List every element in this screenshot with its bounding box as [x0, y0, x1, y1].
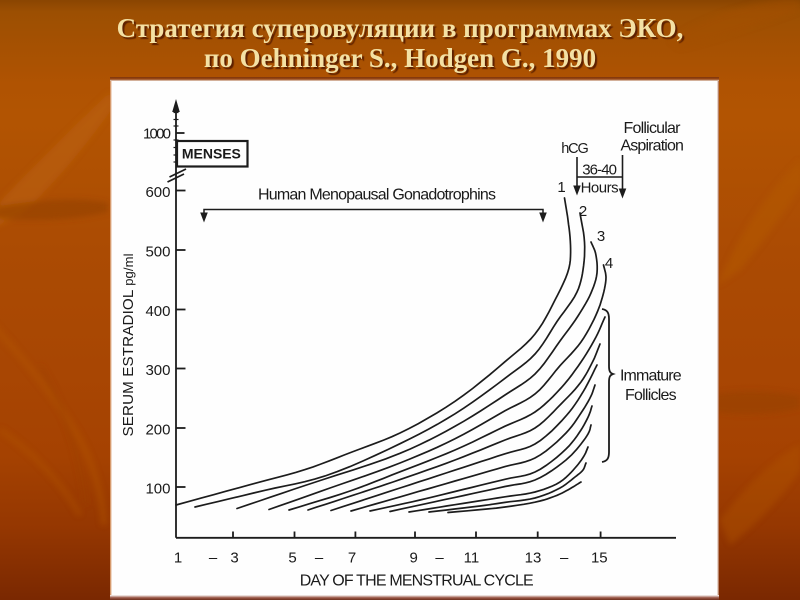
svg-text:500: 500	[145, 244, 170, 261]
svg-text:5: 5	[288, 550, 296, 567]
svg-text:100: 100	[145, 481, 170, 498]
svg-text:13: 13	[525, 550, 542, 567]
svg-text:SERUM ESTRADIOL pg/ml: SERUM ESTRADIOL pg/ml	[120, 253, 137, 436]
svg-text:–: –	[315, 550, 324, 567]
svg-text:Aspiration: Aspiration	[620, 138, 684, 155]
svg-text:Hours: Hours	[581, 180, 619, 197]
svg-text:Follicles: Follicles	[625, 387, 677, 404]
svg-text:hCG: hCG	[561, 141, 589, 157]
svg-text:1000: 1000	[143, 126, 171, 143]
svg-text:9: 9	[410, 550, 418, 567]
svg-text:600: 600	[145, 184, 170, 201]
svg-text:36-40: 36-40	[582, 162, 617, 179]
svg-text:11: 11	[464, 550, 480, 567]
svg-text:DAY OF THE MENSTRUAL CYCLE: DAY OF THE MENSTRUAL CYCLE	[300, 573, 534, 590]
svg-text:300: 300	[145, 362, 170, 379]
svg-text:Human Menopausal Gonadotrophin: Human Menopausal Gonadotrophins	[258, 187, 496, 204]
svg-text:15: 15	[591, 550, 608, 567]
svg-text:1: 1	[174, 550, 182, 567]
svg-text:–: –	[560, 550, 569, 567]
svg-text:4: 4	[605, 255, 613, 272]
svg-text:3: 3	[597, 228, 605, 245]
svg-text:1: 1	[557, 179, 565, 196]
svg-text:–: –	[209, 550, 218, 567]
svg-text:7: 7	[348, 550, 356, 567]
svg-text:Immature: Immature	[620, 368, 682, 385]
svg-text:Follicular: Follicular	[624, 120, 682, 137]
svg-text:200: 200	[145, 422, 170, 439]
svg-text:2: 2	[579, 203, 587, 220]
svg-text:3: 3	[230, 550, 238, 567]
svg-text:400: 400	[145, 303, 170, 320]
svg-text:MENSES: MENSES	[182, 146, 241, 162]
svg-text:–: –	[435, 550, 444, 567]
